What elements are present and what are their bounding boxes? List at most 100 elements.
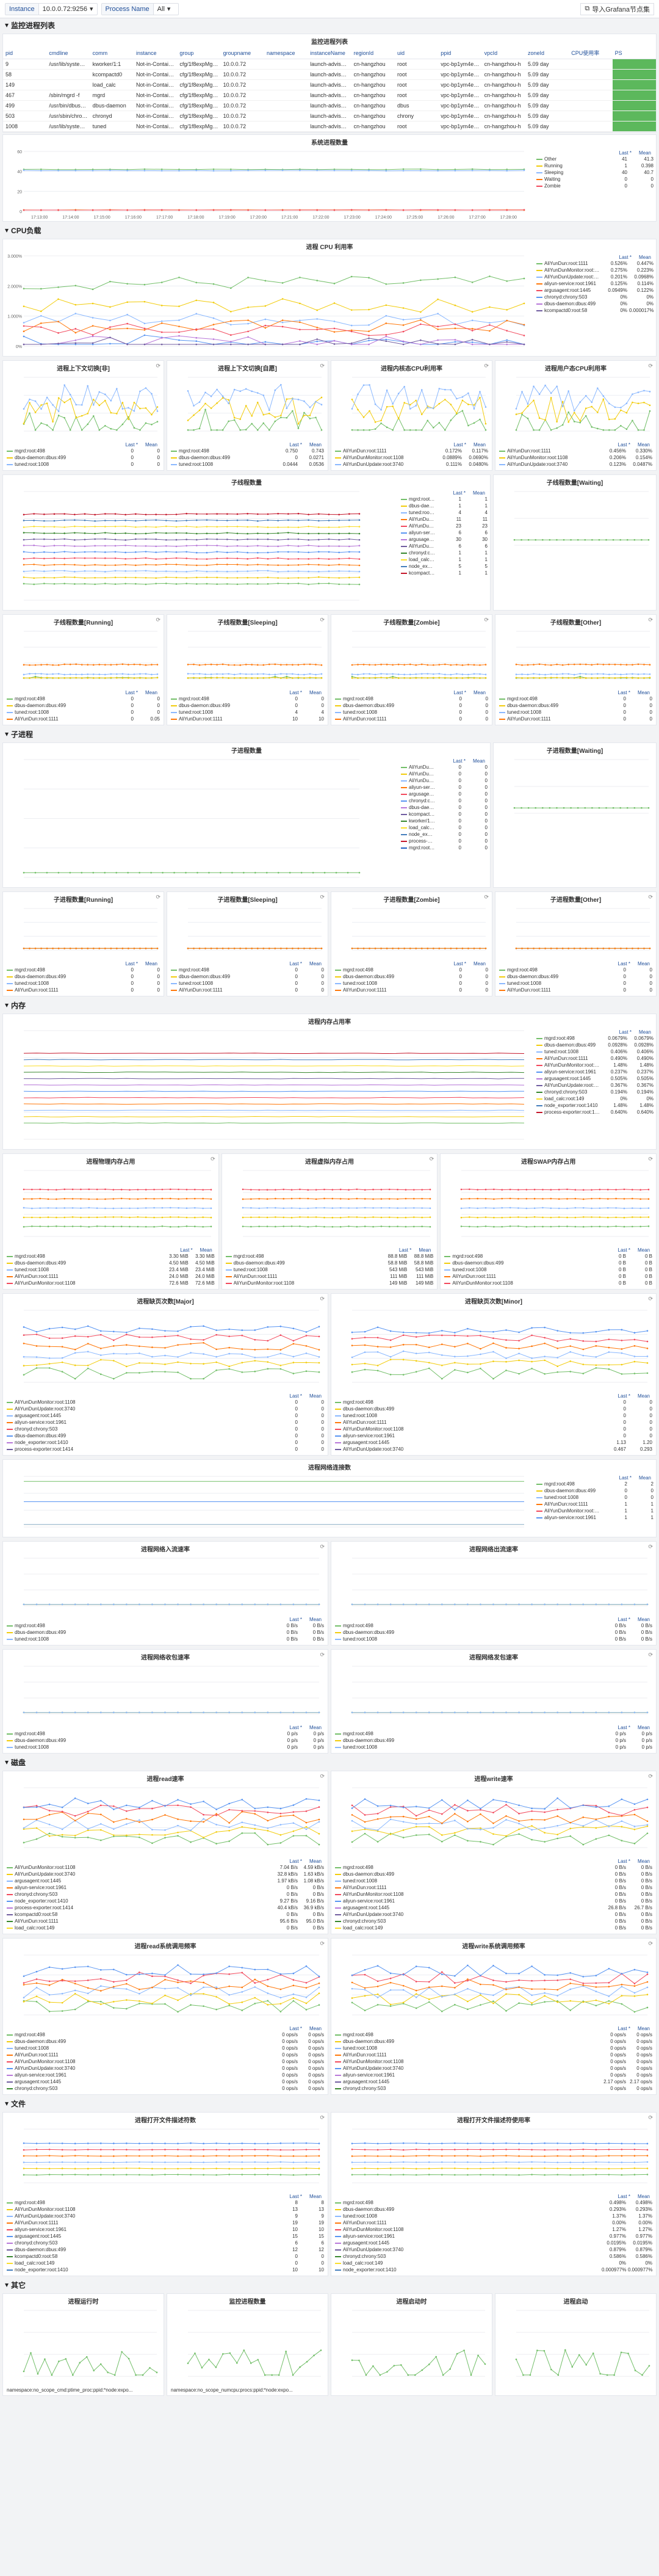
legend-item[interactable]: dbus-daemon:dbus:499 0 B/s 0 B/s bbox=[335, 1871, 652, 1878]
legend-item[interactable]: argusagent:root:1445 0 ops/s 0 ops/s bbox=[7, 2078, 324, 2085]
legend-item[interactable]: AliYunDun:root:1111 95.6 B/s 95.0 B/s bbox=[7, 1918, 324, 1925]
legend-item[interactable]: AliYunDunMonitor:root:1108 0.206% 0.154% bbox=[499, 454, 652, 461]
legend-item[interactable]: dbus-daemon:dbus:499 58.8 MiB 58.8 MiB bbox=[225, 1260, 433, 1266]
legend-item[interactable]: Other 41 41.3 bbox=[536, 156, 654, 162]
legend-item[interactable]: tuned:root:1008 0 B/s 0 B/s bbox=[335, 1636, 652, 1642]
legend-item[interactable]: tuned:root:1008 0 B/s 0 B/s bbox=[7, 1636, 324, 1642]
legend-item[interactable]: AliYunDunMonitor:root:1108 0.275% 0.223% bbox=[536, 267, 654, 274]
legend-item[interactable]: AliYunDunUpdate:root:3740 0.367% 0.367% bbox=[536, 1082, 654, 1089]
instance-select[interactable]: Instance 10.0.0.72:9256 ▾ bbox=[5, 2, 98, 15]
legend-item[interactable]: mgrd:root:498 0 B/s 0 B/s bbox=[7, 1622, 324, 1629]
legend-item[interactable]: AliYunDunUpdate:root:3740 0.111% 0.0480% bbox=[335, 461, 488, 468]
legend-item[interactable]: aliyun-service:root:1961 1 1 bbox=[536, 1514, 654, 1521]
legend-item[interactable]: AliYunDunMonitor:root:1108 72.6 MiB 72.6 M… bbox=[7, 1280, 215, 1286]
legend-item[interactable]: dbus-daemon:dbus:499 0 B/s 0 B/s bbox=[7, 1629, 324, 1636]
legend-item[interactable]: AliYunDun:root:1111 0.172% 0.117% bbox=[335, 448, 488, 454]
legend-item[interactable]: dbus-daemon:dbus:499 4.50 MiB 4.50 MiB bbox=[7, 1260, 215, 1266]
legend-item[interactable]: node_exporter:root:141055 bbox=[401, 563, 488, 570]
legend-item[interactable]: tuned:root:1008 23.4 MiB 23.4 MiB bbox=[7, 1266, 215, 1273]
legend-item[interactable]: mgrd:root:498 0 p/s 0 p/s bbox=[335, 1730, 652, 1737]
legend-item[interactable]: aliyun-service:root:1961 0 B/s 0 B/s bbox=[335, 1898, 652, 1904]
legend-item[interactable]: dbus-daemon:dbus:499 0 ops/s 0 ops/s bbox=[7, 2038, 324, 2045]
table-header[interactable]: group bbox=[177, 47, 221, 59]
legend-item[interactable]: mgrd:root:498 88.8 MiB 88.8 MiB bbox=[225, 1253, 433, 1260]
legend-item[interactable]: AliYunDunMonitor:root:1108 149 MiB 149 MiB bbox=[225, 1280, 433, 1286]
legend-item[interactable]: tuned:root:1008 0.406% 0.406% bbox=[536, 1048, 654, 1055]
legend-item[interactable]: Sleeping 40 40.7 bbox=[536, 169, 654, 176]
legend-item[interactable]: process-exporter:root:1414 40.4 kB/s 36.9 … bbox=[7, 1904, 324, 1911]
legend-item[interactable]: argusagent:root:1445 1.97 kB/s 1.08 kB/s bbox=[7, 1878, 324, 1884]
legend-item[interactable]: chronyd:chrony:503 0 ops/s 0 ops/s bbox=[7, 2085, 324, 2092]
legend-item[interactable]: AliYunDunUpdate:root:3740 0.467 0.293 bbox=[335, 1446, 652, 1453]
legend-item[interactable]: dbus-daemon:dbus:499 0 B/s 0 B/s bbox=[335, 1629, 652, 1636]
legend-item[interactable]: kcompactd0:root:5811 bbox=[401, 570, 488, 576]
table-header[interactable]: groupname bbox=[220, 47, 264, 59]
section-mem[interactable]: ▾ 内存 bbox=[2, 998, 657, 1012]
table-header[interactable]: comm bbox=[90, 47, 134, 59]
table-header[interactable]: instanceName bbox=[308, 47, 351, 59]
table-header[interactable]: vpcId bbox=[481, 47, 525, 59]
legend-item[interactable]: AliYunDunUpdate:root:3740 0 ops/s 0 ops/s bbox=[7, 2065, 324, 2072]
legend-item[interactable]: AliYunDun:root:1111 1 1 bbox=[536, 1501, 654, 1508]
legend-item[interactable]: kcompactd0:root:58 0 B/s 0 B/s bbox=[7, 1911, 324, 1918]
legend-item[interactable]: tuned:root:1008 0 0 bbox=[335, 1412, 652, 1419]
legend-item[interactable]: AliYunDun:root:11111111 bbox=[401, 516, 488, 523]
legend-item[interactable]: tuned:root:1008 0 p/s 0 p/s bbox=[335, 1744, 652, 1751]
legend-item[interactable]: mgrd:root:498 0 B/s 0 B/s bbox=[335, 1622, 652, 1629]
legend-item[interactable]: tuned:root:1008 0 0 bbox=[499, 709, 652, 716]
legend-item[interactable]: AliYunDunMonitor:root:1108 7.04 B/s 4.59 k… bbox=[7, 1864, 324, 1871]
legend-item[interactable]: AliYunDunUpdate:root:3740 0.201% 0.0968% bbox=[536, 274, 654, 280]
legend-item[interactable]: AliYunDunUpdate:root:3740 0.123% 0.0487% bbox=[499, 461, 652, 468]
table-header[interactable]: uid bbox=[394, 47, 439, 59]
section-proc-list[interactable]: ▾ 监控进程列表 bbox=[2, 18, 657, 32]
legend-item[interactable]: mgrd:root:498 2 2 bbox=[536, 1481, 654, 1487]
legend-item[interactable]: AliYunDun:root:1111 0.456% 0.330% bbox=[499, 448, 652, 454]
legend-item[interactable]: argusagent:root:1445 1.13 1.20 bbox=[335, 1439, 652, 1446]
table-header[interactable]: instance bbox=[133, 47, 178, 59]
legend-item[interactable]: node_exporter:root:1410 9.27 B/s 9.16 B/s bbox=[7, 1898, 324, 1904]
legend-item[interactable]: tuned:root:1008 0 0 bbox=[335, 980, 488, 987]
legend-item[interactable]: kcompactd0:root:58 0% 0.000017% bbox=[536, 307, 654, 314]
table-header[interactable]: regionId bbox=[351, 47, 395, 59]
legend-item[interactable]: mgrd:root:498 0 ops/s 0 ops/s bbox=[7, 2031, 324, 2038]
legend-item[interactable]: tuned:root:1008 0 0 bbox=[536, 1494, 654, 1501]
legend-item[interactable]: load_calc:root:149 0% 0% bbox=[536, 1095, 654, 1102]
legend-item[interactable]: mgrd:root:498 0 B/s 0 B/s bbox=[335, 1864, 652, 1871]
section-cpu[interactable]: ▾ CPU负载 bbox=[2, 223, 657, 237]
legend-item[interactable]: argusagent:root:1445 26.8 B/s 26.7 B/s bbox=[335, 1904, 652, 1911]
legend-item[interactable]: chronyd:chrony:503 0% 0% bbox=[536, 294, 654, 300]
legend-item[interactable]: tuned:root:1008 0 ops/s 0 ops/s bbox=[7, 2045, 324, 2052]
